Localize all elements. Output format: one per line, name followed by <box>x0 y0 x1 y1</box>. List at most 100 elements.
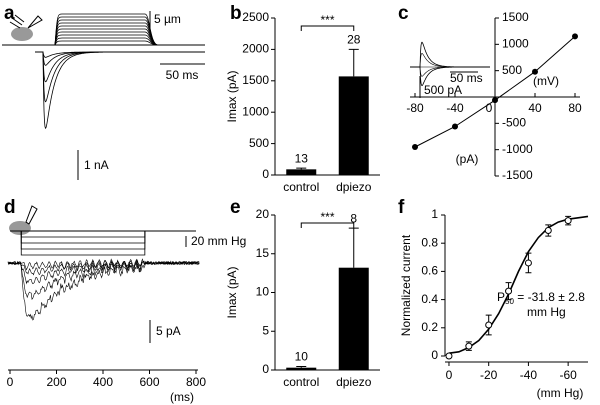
y-tick-label: 10 <box>256 285 270 299</box>
fit-curve <box>448 215 589 354</box>
scale-label: 5 pA <box>156 324 181 338</box>
panel-label: a <box>4 3 15 24</box>
current-trace <box>35 51 205 130</box>
data-point <box>524 259 532 267</box>
y-tick-label: 500 <box>502 63 522 77</box>
data-point <box>465 342 473 350</box>
x-tick-label: 800 <box>186 375 206 389</box>
data-point <box>492 97 498 104</box>
panel-label: e <box>230 197 241 218</box>
stimulus-trace <box>20 231 146 250</box>
n-label: 28 <box>347 33 361 47</box>
y-tick-label: 2500 <box>242 10 269 24</box>
stimulus-trace <box>54 37 159 46</box>
probe-icon <box>27 15 43 29</box>
y-tick-label: 5 <box>262 323 269 337</box>
panel-label: f <box>398 197 405 218</box>
significance-label: *** <box>320 210 334 224</box>
y-tick-label: 0 <box>431 348 438 362</box>
scale-label: 5 µm <box>154 12 181 26</box>
x-tick-label: -60 <box>559 368 577 382</box>
scale-label: 1 nA <box>84 158 109 172</box>
y-axis-label: (pA) <box>456 152 479 166</box>
x-tick-label: 0 <box>7 375 14 389</box>
x-tick-label: 0 <box>486 101 493 115</box>
x-tick-label: control <box>283 180 319 194</box>
x-tick-label: 200 <box>46 375 66 389</box>
bar <box>286 367 317 370</box>
significance-bracket <box>300 222 355 228</box>
significance-label: *** <box>320 13 334 27</box>
x-tick-label: 400 <box>93 375 113 389</box>
stimulus-trace <box>54 34 159 46</box>
scale-label: 20 mm Hg <box>191 234 246 248</box>
x-axis-label: (mm Hg) <box>537 386 584 400</box>
y-axis-label: Imax (pA) <box>225 70 239 122</box>
data-point <box>572 33 578 40</box>
x-tick-label: 600 <box>139 375 159 389</box>
fit-annotation: P50 = -31.8 ± 2.8 <box>497 290 585 306</box>
x-tick-label: -80 <box>406 101 424 115</box>
data-point <box>532 68 538 75</box>
y-tick-label: -1000 <box>502 142 533 156</box>
x-tick-label: control <box>283 375 319 389</box>
y-tick-label: 0 <box>262 362 269 376</box>
y-tick-label: -500 <box>502 116 526 130</box>
data-point <box>412 144 418 151</box>
data-point <box>452 123 458 130</box>
current-trace <box>7 260 200 300</box>
y-tick-label: 0.6 <box>421 264 438 278</box>
y-tick-label: 0.2 <box>421 320 438 334</box>
x-tick-label: 80 <box>568 101 582 115</box>
scale-label: 500 pA <box>424 83 462 97</box>
y-tick-label: 0 <box>262 167 269 181</box>
x-tick-label: 40 <box>528 101 542 115</box>
bar <box>286 169 317 175</box>
pipette-icon <box>25 205 38 225</box>
inset-trace <box>410 66 490 87</box>
y-tick-label: 20 <box>256 207 270 221</box>
y-tick-label: 15 <box>256 246 270 260</box>
current-trace <box>7 260 200 285</box>
data-point <box>564 217 572 225</box>
cell-icon <box>11 27 33 41</box>
stimulus-trace <box>54 40 159 46</box>
n-label: 10 <box>295 350 309 364</box>
y-tick-label: 0.8 <box>421 235 438 249</box>
scale-label: 50 ms <box>166 68 199 82</box>
y-axis-label: Normalized current <box>399 234 413 336</box>
x-axis-label: (ms) <box>170 390 194 404</box>
annotation-text: = -31.8 ± 2.8 <box>514 290 585 304</box>
data-point <box>505 287 513 295</box>
data-point <box>445 352 453 360</box>
stimulus-trace <box>20 231 146 256</box>
panel-label: c <box>398 3 409 24</box>
x-tick-label: 0 <box>446 368 453 382</box>
panel-label: b <box>230 3 242 24</box>
y-tick-label: 1 <box>431 207 438 221</box>
y-axis-label: Imax (pA) <box>225 266 239 318</box>
inset-trace <box>410 53 490 68</box>
x-tick-label: -40 <box>520 368 538 382</box>
annotation-text: P <box>497 290 505 304</box>
x-tick-label: -40 <box>446 101 464 115</box>
data-point <box>485 321 493 329</box>
current-trace <box>7 261 200 321</box>
panel-label: d <box>4 197 16 218</box>
stimulus-trace <box>54 13 159 46</box>
y-tick-label: 2000 <box>242 42 269 56</box>
y-tick-label: -1500 <box>502 168 533 182</box>
scale-label: 50 ms <box>450 71 483 85</box>
x-tick-label: dpiezo <box>336 375 372 389</box>
significance-bracket <box>300 25 355 31</box>
x-tick-label: dpiezo <box>336 180 372 194</box>
error-bar <box>348 227 359 268</box>
light-icon <box>9 14 25 29</box>
inset-trace <box>410 41 490 68</box>
n-label: 13 <box>295 151 309 165</box>
stimulus-trace <box>20 231 146 238</box>
y-tick-label: 1500 <box>242 73 269 87</box>
y-tick-label: 1000 <box>242 104 269 118</box>
data-point <box>544 227 552 235</box>
